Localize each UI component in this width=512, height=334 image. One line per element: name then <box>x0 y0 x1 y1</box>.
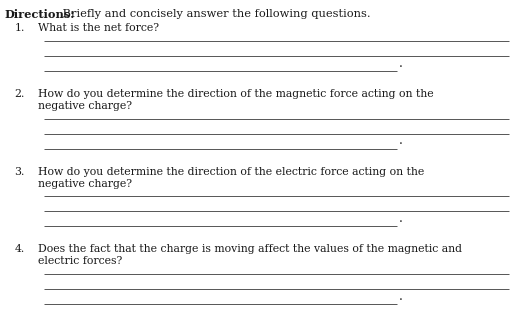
Text: .: . <box>399 135 403 148</box>
Text: 3.: 3. <box>14 167 25 177</box>
Text: .: . <box>399 290 403 303</box>
Text: How do you determine the direction of the magnetic force acting on the: How do you determine the direction of th… <box>38 89 434 99</box>
Text: 2.: 2. <box>14 89 25 99</box>
Text: negative charge?: negative charge? <box>38 179 133 189</box>
Text: 1.: 1. <box>14 23 25 33</box>
Text: How do you determine the direction of the electric force acting on the: How do you determine the direction of th… <box>38 167 424 177</box>
Text: Briefly and concisely answer the following questions.: Briefly and concisely answer the followi… <box>59 9 371 19</box>
Text: .: . <box>399 57 403 70</box>
Text: Does the fact that the charge is moving affect the values of the magnetic and: Does the fact that the charge is moving … <box>38 244 462 255</box>
Text: .: . <box>399 212 403 225</box>
Text: electric forces?: electric forces? <box>38 257 123 267</box>
Text: Directions:: Directions: <box>4 9 74 20</box>
Text: 4.: 4. <box>14 244 25 255</box>
Text: negative charge?: negative charge? <box>38 101 133 111</box>
Text: What is the net force?: What is the net force? <box>38 23 159 33</box>
